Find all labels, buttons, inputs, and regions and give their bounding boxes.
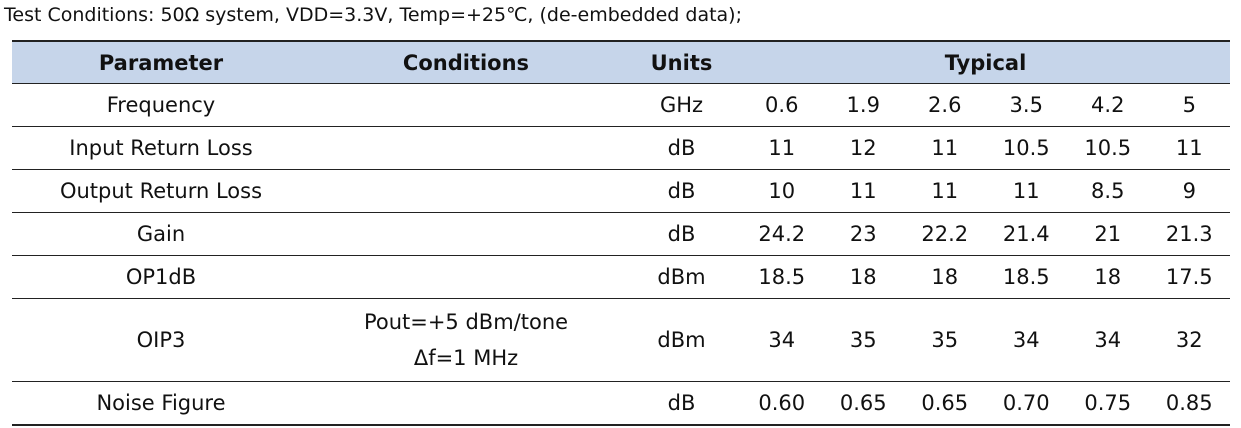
conditions-cell [310,255,622,299]
units-cell: dB [622,126,741,170]
typical-value-cell: 18.5 [985,255,1067,299]
parameter-cell: Input Return Loss [12,126,310,170]
typical-value-cell: 21.3 [1148,212,1230,256]
parameter-cell: Noise Figure [12,381,310,426]
typical-value-cell: 34 [1067,298,1149,382]
conditions-cell: Pout=+5 dBm/tone Δf=1 MHz [310,298,622,382]
parameter-cell: Output Return Loss [12,169,310,213]
typical-value-cell: 10 [741,169,823,213]
typical-value-cell: 18 [904,255,986,299]
typical-value-cell: 18 [822,255,904,299]
typical-value-cell: 21 [1067,212,1149,256]
parameter-cell: Frequency [12,83,310,127]
typical-value-cell: 9 [1148,169,1230,213]
typical-value-cell: 18.5 [741,255,823,299]
units-cell: dBm [622,255,741,299]
typical-value-cell: 11 [1148,126,1230,170]
conditions-cell [310,169,622,213]
units-cell: GHz [622,83,741,127]
typical-value-cell: 12 [822,126,904,170]
typical-value-cell: 1.9 [822,83,904,127]
parameter-cell: Gain [12,212,310,256]
conditions-cell [310,212,622,256]
typical-value-cell: 22.2 [904,212,986,256]
parameter-cell: OIP3 [12,298,310,382]
units-cell: dB [622,381,741,426]
table-row: Output Return Loss dB 10 11 11 11 8.5 9 [12,169,1230,213]
table-row: OP1dB dBm 18.5 18 18 18.5 18 17.5 [12,255,1230,299]
typical-value-cell: 11 [741,126,823,170]
typical-value-cell: 8.5 [1067,169,1149,213]
typical-value-cell: 0.6 [741,83,823,127]
spec-table: Parameter Conditions Units Typical Frequ… [12,40,1230,426]
table-row: Frequency GHz 0.6 1.9 2.6 3.5 4.2 5 [12,83,1230,127]
typical-value-cell: 3.5 [985,83,1067,127]
units-cell: dBm [622,298,741,382]
units-cell: dB [622,169,741,213]
typical-value-cell: 35 [822,298,904,382]
typical-value-cell: 18 [1067,255,1149,299]
table-header: Parameter Conditions Units Typical [12,40,1230,84]
typical-value-cell: 10.5 [1067,126,1149,170]
typical-value-cell: 0.70 [985,381,1067,426]
typical-value-cell: 34 [741,298,823,382]
typical-value-cell: 24.2 [741,212,823,256]
conditions-cell [310,83,622,127]
conditions-cell [310,381,622,426]
typical-value-cell: 11 [822,169,904,213]
typical-value-cell: 0.60 [741,381,823,426]
typical-value-cell: 2.6 [904,83,986,127]
header-cell: Units [622,40,741,84]
typical-value-cell: 35 [904,298,986,382]
typical-value-cell: 11 [904,169,986,213]
table-body: Frequency GHz 0.6 1.9 2.6 3.5 4.2 5 Input Return… [12,83,1230,426]
typical-value-cell: 21.4 [985,212,1067,256]
typical-value-cell: 23 [822,212,904,256]
typical-value-cell: 32 [1148,298,1230,382]
typical-value-cell: 0.65 [904,381,986,426]
parameter-cell: OP1dB [12,255,310,299]
typical-value-cell: 11 [985,169,1067,213]
condition-line: Δf=1 MHz [413,346,519,370]
typical-value-cell: 0.75 [1067,381,1149,426]
header-cell: Typical [741,40,1230,84]
conditions-cell [310,126,622,170]
table-row: Gain dB 24.2 23 22.2 21.4 21 21.3 [12,212,1230,256]
header-row: Parameter Conditions Units Typical [12,40,1230,84]
table-row: Input Return Loss dB 11 12 11 10.5 10.5 11 [12,126,1230,170]
typical-value-cell: 11 [904,126,986,170]
header-cell: Parameter [12,40,310,84]
typical-value-cell: 0.65 [822,381,904,426]
typical-value-cell: 34 [985,298,1067,382]
units-cell: dB [622,212,741,256]
header-cell: Conditions [310,40,622,84]
typical-value-cell: 0.85 [1148,381,1230,426]
test-conditions-note: Test Conditions: 50Ω system, VDD=3.3V, T… [4,4,742,26]
table-row: OIP3 Pout=+5 dBm/tone Δf=1 MHz dBm 34 35 35 34 3… [12,298,1230,382]
table-row: Noise Figure dB 0.60 0.65 0.65 0.70 0.75 0.85 [12,381,1230,426]
typical-value-cell: 4.2 [1067,83,1149,127]
condition-line: Pout=+5 dBm/tone [363,310,569,334]
typical-value-cell: 5 [1148,83,1230,127]
typical-value-cell: 10.5 [985,126,1067,170]
typical-value-cell: 17.5 [1148,255,1230,299]
